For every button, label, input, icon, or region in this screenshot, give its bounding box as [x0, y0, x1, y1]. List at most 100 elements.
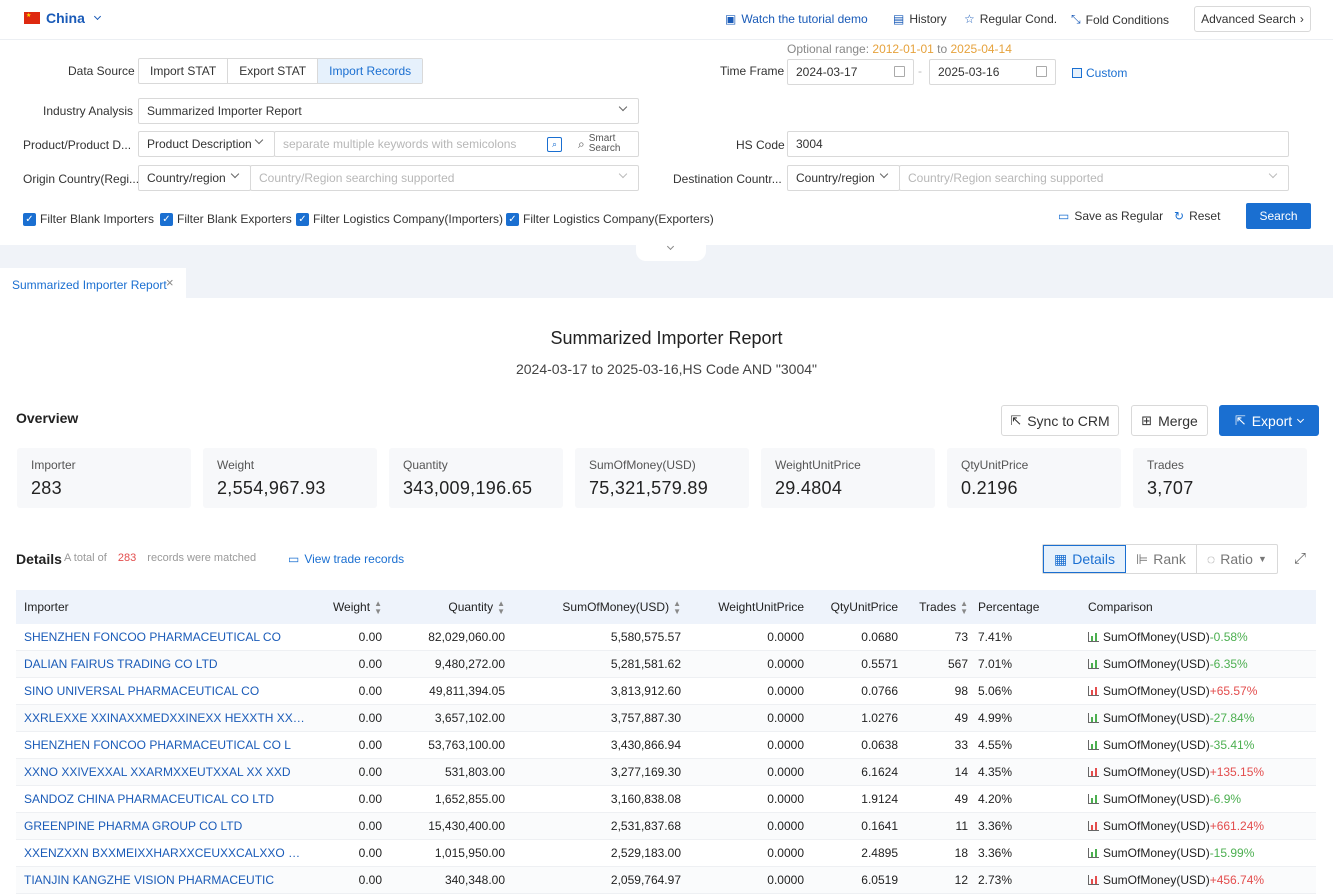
view-ratio-button[interactable]: ◌ Ratio ▼ [1197, 545, 1277, 573]
advanced-search-button[interactable]: Advanced Search › [1194, 6, 1311, 32]
product-type-select[interactable]: Product Description [138, 131, 275, 157]
col-importer: Importer [24, 600, 69, 614]
industry-analysis-select[interactable]: Summarized Importer Report [138, 98, 639, 124]
optional-range-to: 2025-04-14 [950, 42, 1012, 56]
cell-comparison: SumOfMoney(USD)+456.74% [1086, 867, 1296, 893]
importer-link[interactable]: GREENPINE PHARMA GROUP CO LTD [24, 819, 243, 833]
bar-chart-icon [1088, 740, 1099, 750]
cell-trades: 12 [954, 873, 968, 887]
importer-link[interactable]: SHENZHEN FONCOO PHARMACEUTICAL CO L [24, 738, 291, 752]
data-source-import-stat[interactable]: Import STAT [139, 59, 229, 83]
table-row: SANDOZ CHINA PHARMACEUTICAL CO LTD 0.00 1,… [16, 786, 1316, 813]
star-icon: ☆ [964, 12, 975, 26]
importer-link[interactable]: SANDOZ CHINA PHARMACEUTICAL CO LTD [24, 792, 275, 806]
data-source-import-records[interactable]: Import Records [318, 59, 423, 83]
stat-card-trades: Trades 3,707 [1133, 448, 1307, 508]
stat-card-weight-unit-price: WeightUnitPrice 29.4804 [761, 448, 935, 508]
importer-link[interactable]: XXRLEXXE XXINAXXMEDXXINEXX HEXXTH XXRE X… [24, 711, 306, 725]
table-row: XXRLEXXE XXINAXXMEDXXINEXX HEXXTH XXRE X… [16, 705, 1316, 732]
tutorial-link[interactable]: ▣ Watch the tutorial demo [725, 12, 868, 26]
china-flag-icon [24, 12, 40, 24]
custom-label: Custom [1086, 66, 1128, 80]
origin-type-select[interactable]: Country/region [138, 165, 251, 191]
filter-logistics-exporters-checkbox[interactable]: ✓ Filter Logistics Company(Exporters) [506, 212, 714, 226]
comparison-change: -6.35% [1209, 657, 1248, 671]
date-from-input[interactable]: 2024-03-17 [787, 59, 914, 85]
merge-button[interactable]: ⊞ Merge [1131, 405, 1208, 436]
bar-chart-icon [1088, 659, 1099, 669]
chevron-right-icon: › [1299, 12, 1304, 26]
importer-link[interactable]: SHENZHEN FONCOO PHARMACEUTICAL CO [24, 630, 281, 644]
keyword-tool-icon[interactable]: ⌕ [547, 137, 562, 152]
col-quantity[interactable]: Quantity ▲ ▼ [382, 590, 505, 624]
bar-chart-icon [1088, 848, 1099, 858]
close-icon[interactable]: × [166, 275, 174, 290]
data-source-segment: Import STAT Export STAT Import Records [138, 58, 424, 84]
regular-cond-link[interactable]: ☆ Regular Cond. [964, 12, 1057, 26]
hs-code-input[interactable]: 3004 [787, 131, 1289, 157]
sort-icon: ▲ ▼ [497, 598, 505, 616]
importer-link[interactable]: SINO UNIVERSAL PHARMACEUTICAL CO [24, 684, 260, 698]
stat-value: 3,707 [1147, 478, 1194, 498]
search-button[interactable]: Search [1246, 203, 1311, 229]
col-trades-label: Trades [919, 600, 957, 614]
cell-weight: 0.00 [358, 630, 382, 644]
data-source-export-stat[interactable]: Export STAT [228, 59, 319, 83]
save-regular-button[interactable]: ▭ Save as Regular [1058, 209, 1163, 223]
cell-sum-of-money: 3,430,866.94 [610, 738, 681, 752]
country-label: China [46, 10, 85, 26]
importer-link[interactable]: DALIAN FAIRUS TRADING CO LTD [24, 657, 218, 671]
total-prefix: A total of [64, 552, 107, 564]
cell-weight-unit-price: 0.0000 [767, 873, 804, 887]
cell-sum-of-money: 5,580,575.57 [610, 630, 681, 644]
importer-link[interactable]: XXENZXXN BXXMEIXXHARXXCEUXXCALXXO XXTD [24, 846, 306, 860]
product-label: Product/Product D... [23, 138, 132, 152]
save-icon: ▭ [1058, 209, 1070, 223]
filter-logistics-importers-checkbox[interactable]: ✓ Filter Logistics Company(Importers) [296, 212, 503, 226]
cell-percentage: 3.36% [978, 819, 1013, 833]
collapse-toggle[interactable] [636, 242, 706, 261]
date-to-input[interactable]: 2025-03-16 [929, 59, 1056, 85]
destination-type-select[interactable]: Country/region [787, 165, 900, 191]
fold-conditions-link[interactable]: ⤡ Fold Conditions [1071, 12, 1169, 27]
product-keyword-input[interactable]: separate multiple keywords with semicolo… [274, 131, 639, 157]
origin-country-input[interactable]: Country/Region searching supported [250, 165, 639, 191]
destination-country-input[interactable]: Country/Region searching supported [899, 165, 1289, 191]
view-details-button[interactable]: ▦ Details [1043, 545, 1127, 573]
comparison-change: -6.9% [1209, 792, 1242, 806]
importer-link[interactable]: XXNO XXIVEXXAL XXARMXXEUTXXAL XX XXD [24, 765, 291, 779]
cell-comparison: SumOfMoney(USD)+135.15% [1086, 759, 1296, 785]
view-trade-records-link[interactable]: ▭ View trade records [288, 552, 404, 566]
importer-link[interactable]: TIANJIN KANGZHE VISION PHARMACEUTIC [24, 873, 275, 887]
sync-icon: ⇱ [1010, 412, 1022, 428]
export-button[interactable]: ⇱ Export [1219, 405, 1319, 436]
sync-to-crm-button[interactable]: ⇱ Sync to CRM [1001, 405, 1119, 436]
col-weight[interactable]: Weight ▲ ▼ [306, 590, 382, 624]
records-icon: ▭ [288, 552, 300, 566]
optional-range-to-word: to [937, 42, 948, 56]
date-to-value: 2025-03-16 [938, 65, 1000, 79]
custom-link[interactable]: Custom [1072, 66, 1127, 80]
stat-card-qty-unit-price: QtyUnitPrice 0.2196 [947, 448, 1121, 508]
comparison-label: SumOfMoney(USD) [1103, 630, 1210, 644]
stat-label: QtyUnitPrice [961, 458, 1029, 472]
table-body: SHENZHEN FONCOO PHARMACEUTICAL CO 0.00 82,… [16, 624, 1316, 894]
fullscreen-icon[interactable]: ⤢ [1294, 550, 1307, 567]
cell-comparison: SumOfMoney(USD)+65.57% [1086, 678, 1296, 704]
country-selector[interactable]: China [24, 10, 101, 26]
col-trades[interactable]: Trades ▲ ▼ [898, 590, 968, 624]
history-link[interactable]: ▤ History [893, 12, 947, 26]
smart-search-button[interactable]: ⌕ Smart Search [578, 134, 620, 154]
stat-card-importer: Importer 283 [17, 448, 191, 508]
filter-blank-importers-checkbox[interactable]: ✓ Filter Blank Importers [23, 212, 154, 226]
stat-value: 29.4804 [775, 478, 843, 498]
cell-weight: 0.00 [358, 819, 382, 833]
chevron-down-icon [254, 135, 264, 145]
smart-search-label-1: Smart [588, 133, 616, 144]
filter-blank-exporters-checkbox[interactable]: ✓ Filter Blank Exporters [160, 212, 292, 226]
tab-summarized-importer-report[interactable]: Summarized Importer Report [0, 268, 186, 298]
view-rank-button[interactable]: ⊫ Rank [1126, 545, 1197, 573]
col-sum-of-money[interactable]: SumOfMoney(USD) ▲ ▼ [505, 590, 681, 624]
sort-icon: ▲ ▼ [673, 598, 681, 616]
reset-button[interactable]: ↻ Reset [1174, 209, 1220, 223]
